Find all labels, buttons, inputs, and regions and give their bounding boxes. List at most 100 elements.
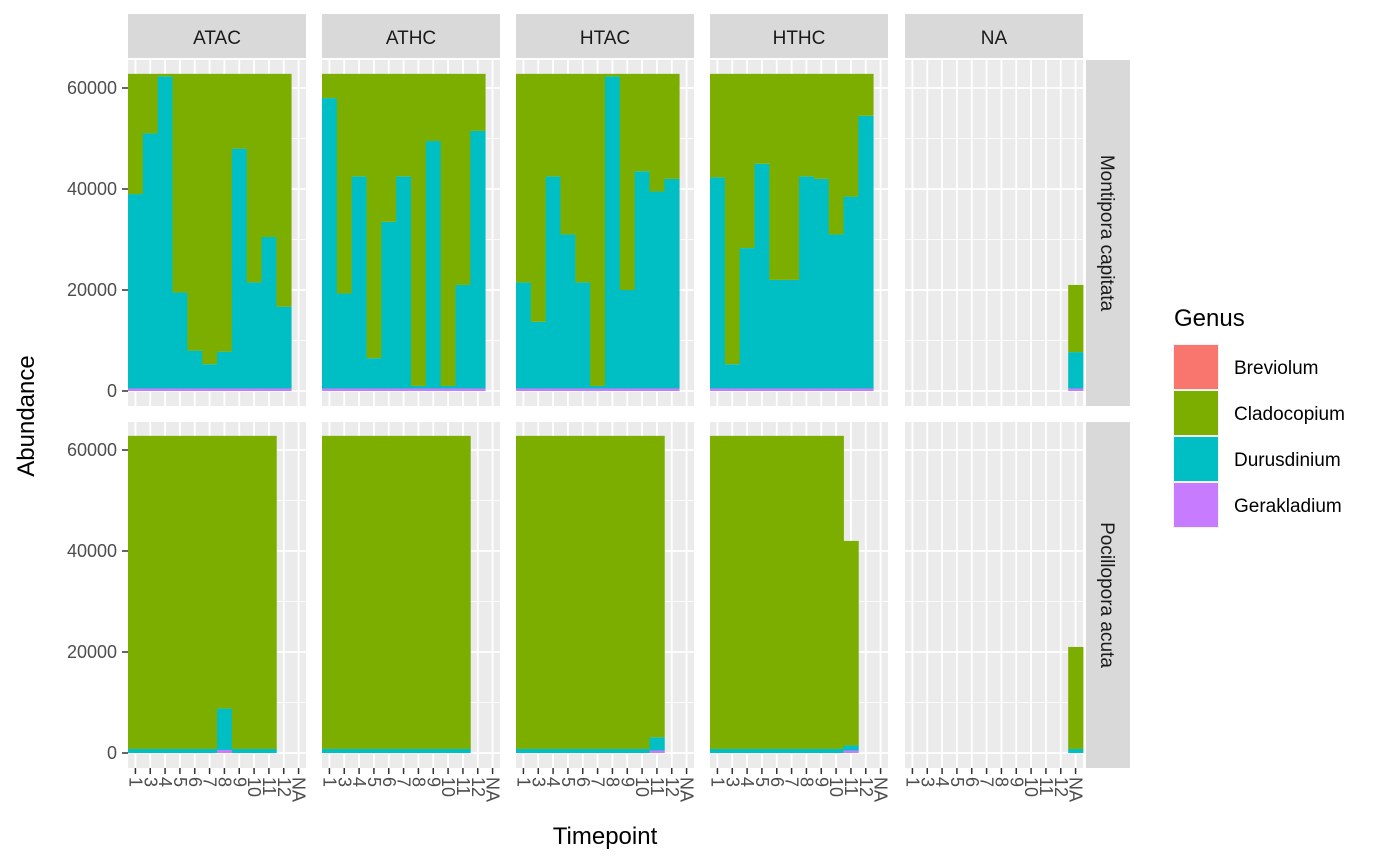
- bar-group: [1068, 646, 1084, 753]
- bar-segment-gerakladium: [157, 388, 173, 391]
- bar-segment-durusdinium: [246, 748, 262, 753]
- bar-segment-gerakladium: [619, 388, 636, 391]
- bar-segment-durusdinium: [217, 708, 233, 750]
- bar-segment-cladocopium: [799, 435, 815, 749]
- x-tick-label: 11: [1036, 777, 1056, 796]
- bar-segment-gerakladium: [724, 388, 741, 391]
- legend-label: Breviolum: [1234, 358, 1318, 379]
- bar-segment-cladocopium: [545, 73, 561, 177]
- bar-segment-durusdinium: [843, 745, 859, 751]
- bar-segment-gerakladium: [217, 749, 233, 753]
- bar-segment-cladocopium: [560, 435, 576, 749]
- bar-segment-gerakladium: [261, 388, 277, 391]
- bar-segment-durusdinium: [724, 364, 741, 389]
- bar-segment-durusdinium: [664, 178, 680, 389]
- bar-segment-durusdinium: [187, 748, 203, 753]
- x-tick-label: 12: [662, 777, 682, 797]
- bar-segment-cladocopium: [634, 73, 650, 172]
- bar-segment-durusdinium: [516, 748, 532, 753]
- x-tick-label: 9: [1006, 777, 1026, 787]
- bar-segment-cladocopium: [754, 73, 770, 164]
- bar-segment-gerakladium: [516, 388, 532, 391]
- x-tick-label: NA: [1066, 777, 1086, 802]
- bar-segment-cladocopium: [739, 73, 755, 249]
- bar-segment-gerakladium: [530, 388, 547, 391]
- bar-segment-gerakladium: [649, 388, 665, 391]
- bar-segment-durusdinium: [142, 748, 159, 753]
- x-tick-label: 9: [423, 777, 443, 787]
- bar-segment-durusdinium: [560, 234, 576, 389]
- bar-segment-durusdinium: [261, 748, 277, 753]
- strip-background: [710, 14, 888, 58]
- bar-segment-gerakladium: [231, 388, 248, 391]
- bar-segment-cladocopium: [128, 73, 144, 195]
- bar-segment-durusdinium: [396, 176, 412, 389]
- bar-segment-cladocopium: [769, 435, 785, 749]
- legend: Genus Breviolum Cladocopium Durusdinium Ger…: [1173, 305, 1345, 528]
- bar-segment-durusdinium: [440, 385, 456, 389]
- facet-strip-right: Montipora capitata: [1086, 60, 1130, 406]
- facet-label: Pocillopora acuta: [1096, 522, 1117, 668]
- bar-segment-cladocopium: [217, 73, 233, 352]
- x-tick-label: 6: [767, 777, 787, 787]
- bar-segment-gerakladium: [754, 388, 770, 391]
- bar-segment-gerakladium: [560, 388, 576, 391]
- bar-segment-durusdinium: [1068, 352, 1084, 389]
- bar-group: [1068, 284, 1084, 391]
- bar-segment-cladocopium: [605, 435, 621, 749]
- legend-label: Cladocopium: [1234, 404, 1345, 425]
- bar-segment-durusdinium: [336, 748, 353, 753]
- bar-segment-cladocopium: [754, 435, 770, 749]
- bar-segment-cladocopium: [455, 73, 471, 285]
- legend-swatch: [1174, 437, 1218, 481]
- bar-segment-durusdinium: [858, 115, 874, 389]
- bar-segment-durusdinium: [246, 282, 262, 389]
- bar-segment-cladocopium: [142, 435, 159, 749]
- bar-segment-cladocopium: [516, 435, 532, 749]
- x-tick-label: 3: [528, 777, 548, 787]
- bar-segment-cladocopium: [516, 73, 532, 283]
- bar-segment-gerakladium: [411, 388, 427, 391]
- bar-group: [516, 435, 665, 753]
- facet-label: Montipora capitata: [1096, 155, 1117, 312]
- x-tick-label: 10: [438, 777, 458, 797]
- legend-item: Gerakladium: [1173, 482, 1342, 528]
- x-tick-label: 11: [453, 777, 473, 796]
- bar-segment-durusdinium: [754, 748, 770, 753]
- bar-segment-durusdinium: [172, 292, 188, 389]
- bar-segment-durusdinium: [425, 141, 442, 389]
- x-tick-label: 6: [962, 777, 982, 787]
- bar-segment-durusdinium: [470, 130, 486, 389]
- bar-segment-cladocopium: [440, 435, 456, 749]
- bar-segment-cladocopium: [739, 435, 755, 749]
- bar-group: [128, 73, 292, 391]
- bar-segment-gerakladium: [217, 388, 233, 391]
- bar-segment-durusdinium: [128, 194, 144, 389]
- bar-segment-cladocopium: [381, 435, 397, 749]
- x-tick-label: 6: [573, 777, 593, 787]
- bar-segment-cladocopium: [590, 435, 606, 749]
- x-tick-label: 12: [274, 777, 294, 797]
- bar-segment-cladocopium: [664, 73, 680, 179]
- bar-segment-durusdinium: [843, 196, 859, 389]
- bar-group: [710, 73, 874, 391]
- strip-background: [1086, 60, 1130, 406]
- bar-segment-durusdinium: [769, 279, 785, 389]
- bar-group: [322, 73, 486, 391]
- x-tick-label: 7: [394, 777, 414, 787]
- bar-segment-cladocopium: [605, 73, 621, 77]
- bar-segment-cladocopium: [710, 435, 726, 749]
- bar-segment-cladocopium: [366, 73, 382, 359]
- bar-segment-durusdinium: [590, 385, 606, 389]
- bar-segment-cladocopium: [784, 435, 800, 749]
- x-tick-label: 5: [364, 777, 384, 787]
- x-tick-label: 8: [991, 777, 1011, 787]
- x-axis-title: Timepoint: [553, 823, 658, 850]
- bar-segment-cladocopium: [619, 435, 636, 749]
- facet-label: HTHC: [773, 28, 826, 49]
- facet-strip-top: HTHC: [710, 14, 888, 58]
- bar-segment-durusdinium: [545, 748, 561, 753]
- bar-segment-gerakladium: [351, 388, 367, 391]
- bar-segment-durusdinium: [1068, 748, 1084, 753]
- bar-segment-durusdinium: [634, 748, 650, 753]
